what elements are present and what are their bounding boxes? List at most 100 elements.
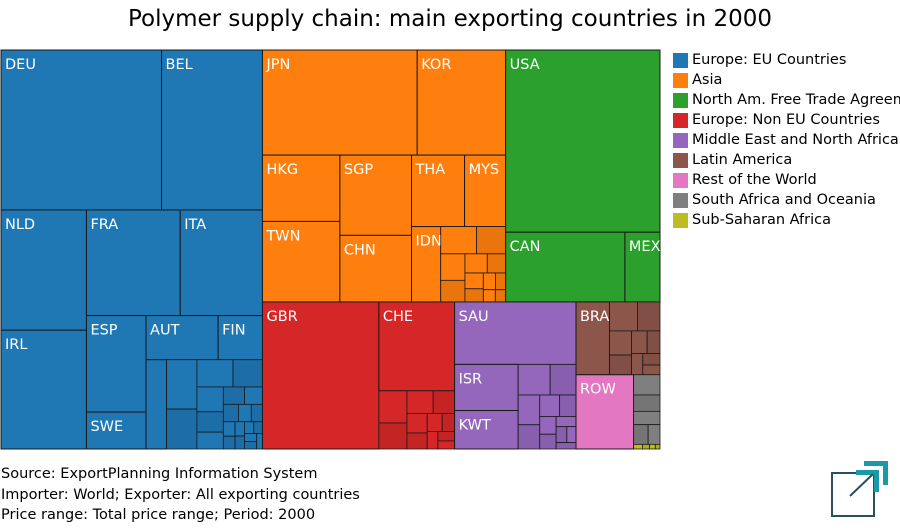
treemap-label-nld: NLD — [5, 217, 35, 233]
treemap-cell-minor — [642, 353, 661, 366]
treemap-cell-minor — [441, 413, 455, 432]
treemap-cell-minor — [631, 330, 648, 354]
treemap-cell-minor — [406, 432, 428, 450]
treemap-cell-bel — [161, 49, 263, 211]
treemap-cell-swe — [85, 411, 147, 450]
treemap-cell-minor — [196, 386, 224, 413]
source-note: Source: ExportPlanning Information Syste… — [1, 466, 318, 482]
treemap-label-hkg: HKG — [266, 162, 298, 178]
legend-label: Europe: EU Countries — [692, 52, 847, 68]
legend-swatch — [673, 52, 688, 68]
treemap-cell-chn — [339, 234, 413, 303]
treemap-cell-minor — [464, 272, 484, 290]
chart-title: Polymer supply chain: main exporting cou… — [127, 6, 772, 32]
treemap-label-aut: AUT — [150, 323, 180, 339]
logo-outer-square — [831, 472, 875, 517]
treemap-cell-isr — [454, 363, 519, 412]
legend-label: South Africa and Oceania — [692, 192, 876, 208]
importer-note: Importer: World; Exporter: All exporting… — [1, 486, 360, 503]
treemap-cell-minor — [482, 289, 496, 303]
treemap-cell-minor — [244, 433, 258, 442]
treemap-cell-minor — [196, 359, 234, 388]
treemap-cell-minor — [406, 413, 428, 434]
legend-swatch — [673, 212, 688, 228]
treemap-label-sgp: SGP — [344, 162, 373, 178]
legend-item: Middle East and North Africa — [673, 130, 900, 150]
treemap-cell-minor — [486, 253, 507, 274]
treemap-cell-minor — [440, 226, 478, 255]
treemap-cell-kwt — [454, 410, 519, 450]
treemap-cell-minor — [631, 353, 644, 376]
treemap-cell-minor — [440, 279, 466, 303]
treemap-cell-minor — [440, 253, 466, 281]
treemap-label-twn: TWN — [265, 228, 300, 244]
treemap-cell-minor — [654, 443, 661, 450]
legend-label: Asia — [692, 72, 723, 88]
treemap-cell-fin — [217, 315, 263, 361]
price-range-note: Price range: Total price range; Period: … — [1, 507, 316, 523]
logo-front-bar-vertical — [874, 470, 879, 492]
legend-label: North Am. Free Trade Agreement — [692, 92, 900, 108]
treemap-cell-minor — [555, 426, 568, 444]
footer-notes: Source: ExportPlanning Information Syste… — [1, 464, 360, 526]
treemap-label-row: ROW — [580, 382, 616, 398]
treemap-label-gbr: GBR — [266, 309, 297, 325]
legend-swatch — [673, 112, 688, 128]
treemap-cell-minor — [426, 413, 443, 432]
treemap-cell-jpn — [261, 49, 418, 156]
logo-front-bar — [856, 470, 879, 475]
treemap-cell-dnk — [145, 359, 168, 450]
legend-item: Sub-Saharan Africa — [673, 210, 900, 230]
treemap-cell-minor — [464, 288, 484, 303]
treemap-cell-minor — [517, 394, 541, 426]
treemap-label-ita: ITA — [184, 217, 206, 233]
treemap-label-fin: FIN — [222, 323, 245, 339]
legend-item: Europe: Non EU Countries — [673, 110, 900, 130]
legend-item: South Africa and Oceania — [673, 190, 900, 210]
treemap-cell-minor — [517, 363, 551, 396]
treemap-cell-deu — [0, 49, 163, 211]
legend-swatch — [673, 92, 688, 108]
treemap-cell-minor — [406, 390, 434, 414]
legend-swatch — [673, 172, 688, 188]
treemap-cell-minor — [234, 421, 245, 437]
treemap-cell-minor — [549, 363, 577, 396]
logo-back-bar — [864, 461, 888, 466]
legend-swatch — [673, 152, 688, 168]
treemap-cell-minor — [646, 330, 661, 354]
treemap-cell-minor — [609, 301, 638, 332]
treemap-cell-can — [505, 231, 626, 303]
treemap-label-irl: IRL — [5, 337, 27, 353]
treemap-label-idn: IDN — [416, 234, 442, 250]
treemap-cell-minor — [464, 253, 488, 274]
treemap-cell-minor — [633, 424, 649, 445]
legend-item: Latin America — [673, 150, 900, 170]
treemap-cell-tha — [411, 154, 466, 228]
legend-swatch — [673, 72, 688, 88]
treemap-cell-minor — [633, 410, 661, 426]
legend-label: Latin America — [692, 152, 793, 168]
treemap-cell-minor — [378, 422, 408, 450]
treemap-cell-minor — [166, 359, 198, 410]
treemap-cell-minor — [222, 435, 236, 450]
treemap-cell-minor — [539, 433, 557, 450]
treemap-cell-minor — [633, 374, 661, 396]
treemap-cell-minor — [222, 421, 236, 437]
treemap-label-mys: MYS — [469, 162, 500, 178]
treemap-cell-minor — [609, 330, 632, 356]
treemap-cell-gbr — [261, 301, 380, 450]
treemap-cell-minor — [196, 431, 224, 450]
treemap-label-esp: ESP — [90, 323, 117, 339]
treemap-cell-minor — [222, 403, 239, 423]
treemap-cell-minor — [559, 394, 577, 417]
treemap-cell-nld — [0, 209, 87, 331]
treemap-cell-minor — [253, 421, 263, 435]
treemap-cell-minor — [637, 301, 661, 332]
exportplanning-logo-icon — [831, 461, 888, 517]
treemap-cell-minor — [649, 443, 656, 450]
treemap-cell-minor — [432, 390, 455, 414]
legend-item: Rest of the World — [673, 170, 900, 190]
treemap-cell-minor — [232, 359, 263, 388]
treemap-cell-sgp — [339, 154, 413, 236]
